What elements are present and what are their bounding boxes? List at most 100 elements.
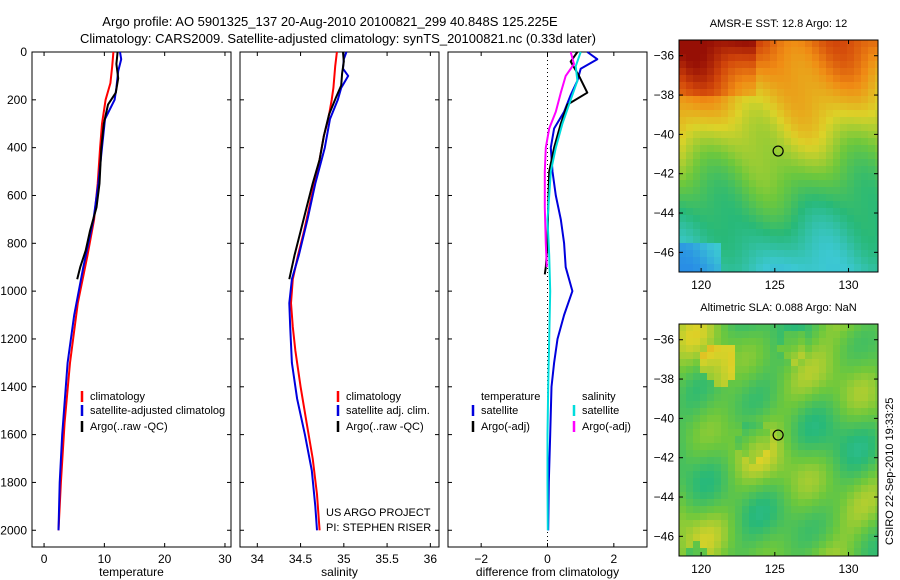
heatmap-cell — [805, 201, 812, 208]
heatmap-cell — [714, 264, 721, 271]
heatmap-cell — [791, 243, 798, 250]
lat-tick-label: −42 — [654, 167, 675, 181]
heatmap-cell — [686, 82, 693, 89]
heatmap-cell — [847, 429, 854, 436]
heatmap-cell — [847, 75, 854, 82]
heatmap-cell — [679, 208, 686, 215]
heatmap-cell — [749, 338, 756, 345]
heatmap-cell — [868, 324, 875, 331]
heatmap-cell — [854, 54, 861, 61]
heatmap-cell — [742, 408, 749, 415]
heatmap-cell — [812, 82, 819, 89]
heatmap-cell — [868, 450, 875, 457]
heatmap-cell — [819, 124, 826, 131]
heatmap-cell — [798, 331, 805, 338]
heatmap-cell — [791, 131, 798, 138]
heatmap-cell — [742, 229, 749, 236]
heatmap-cell — [756, 457, 763, 464]
heatmap-cell — [693, 373, 700, 380]
heatmap-cell — [686, 159, 693, 166]
heatmap-cell — [749, 520, 756, 527]
heatmap-cell — [721, 229, 728, 236]
heatmap-cell — [833, 110, 840, 117]
heatmap-cell — [840, 47, 847, 54]
map-title: AMSR-E SST: 12.8 Argo: 12 — [710, 18, 848, 30]
heatmap-cell — [714, 61, 721, 68]
heatmap-cell — [868, 485, 875, 492]
heatmap-cell — [840, 124, 847, 131]
heatmap-cell — [847, 264, 854, 271]
heatmap-cell — [847, 541, 854, 548]
heatmap-cell — [679, 159, 686, 166]
lat-tick-label: −40 — [654, 411, 675, 425]
heatmap-cell — [840, 513, 847, 520]
lon-tick-label: 120 — [691, 562, 711, 576]
heatmap-cell — [728, 366, 735, 373]
heatmap-cell — [875, 520, 878, 527]
heatmap-cell — [868, 548, 875, 555]
heatmap-cell — [805, 366, 812, 373]
heatmap-cell — [700, 187, 707, 194]
heatmap-cell — [763, 548, 770, 555]
heatmap-cell — [693, 82, 700, 89]
heatmap-cell — [861, 194, 868, 201]
heatmap-cell — [847, 352, 854, 359]
heatmap-cell — [840, 380, 847, 387]
heatmap-cell — [679, 471, 686, 478]
heatmap-cell — [791, 222, 798, 229]
plot-area — [31, 51, 232, 548]
heatmap-cell — [819, 194, 826, 201]
heatmap-cell — [714, 478, 721, 485]
heatmap-cell — [847, 450, 854, 457]
heatmap-cell — [777, 520, 784, 527]
heatmap-cell — [847, 222, 854, 229]
heatmap-cell — [875, 478, 878, 485]
heatmap-cell — [840, 243, 847, 250]
heatmap-cell — [826, 359, 833, 366]
heatmap-cell — [798, 61, 805, 68]
heatmap-cell — [826, 96, 833, 103]
heatmap-cell — [777, 541, 784, 548]
heatmap-cell — [686, 194, 693, 201]
heatmap-cell — [721, 345, 728, 352]
heatmap-cell — [868, 464, 875, 471]
heatmap-cell — [735, 159, 742, 166]
heatmap-cell — [756, 373, 763, 380]
heatmap-cell — [819, 429, 826, 436]
heatmap-cell — [679, 124, 686, 131]
heatmap-cell — [805, 236, 812, 243]
heatmap-cell — [826, 257, 833, 264]
heatmap-cell — [714, 54, 721, 61]
heatmap-cell — [763, 429, 770, 436]
heatmap-cell — [707, 138, 714, 145]
series-line-2 — [288, 51, 350, 531]
heatmap-cell — [861, 331, 868, 338]
heatmap-cell — [868, 54, 875, 61]
heatmap-cell — [763, 47, 770, 54]
heatmap-cell — [693, 429, 700, 436]
heatmap-cell — [707, 131, 714, 138]
heatmap-cell — [791, 478, 798, 485]
heatmap-cell — [693, 201, 700, 208]
heatmap-cell — [791, 366, 798, 373]
heatmap-cell — [861, 180, 868, 187]
heatmap-cell — [847, 96, 854, 103]
heatmap-cell — [854, 478, 861, 485]
heatmap-cell — [854, 541, 861, 548]
heatmap-cell — [833, 215, 840, 222]
heatmap-cell — [693, 443, 700, 450]
heatmap-cell — [770, 236, 777, 243]
heatmap-cell — [749, 394, 756, 401]
heatmap-cell — [819, 180, 826, 187]
heatmap-cell — [833, 82, 840, 89]
heatmap-cell — [805, 110, 812, 117]
heatmap-cell — [847, 513, 854, 520]
heatmap-cell — [742, 492, 749, 499]
heatmap-cell — [847, 534, 854, 541]
heatmap-cell — [875, 117, 878, 124]
heatmap-cell — [742, 75, 749, 82]
heatmap-cell — [679, 380, 686, 387]
heatmap-cell — [721, 457, 728, 464]
heatmap-cell — [805, 103, 812, 110]
heatmap-cell — [714, 541, 721, 548]
